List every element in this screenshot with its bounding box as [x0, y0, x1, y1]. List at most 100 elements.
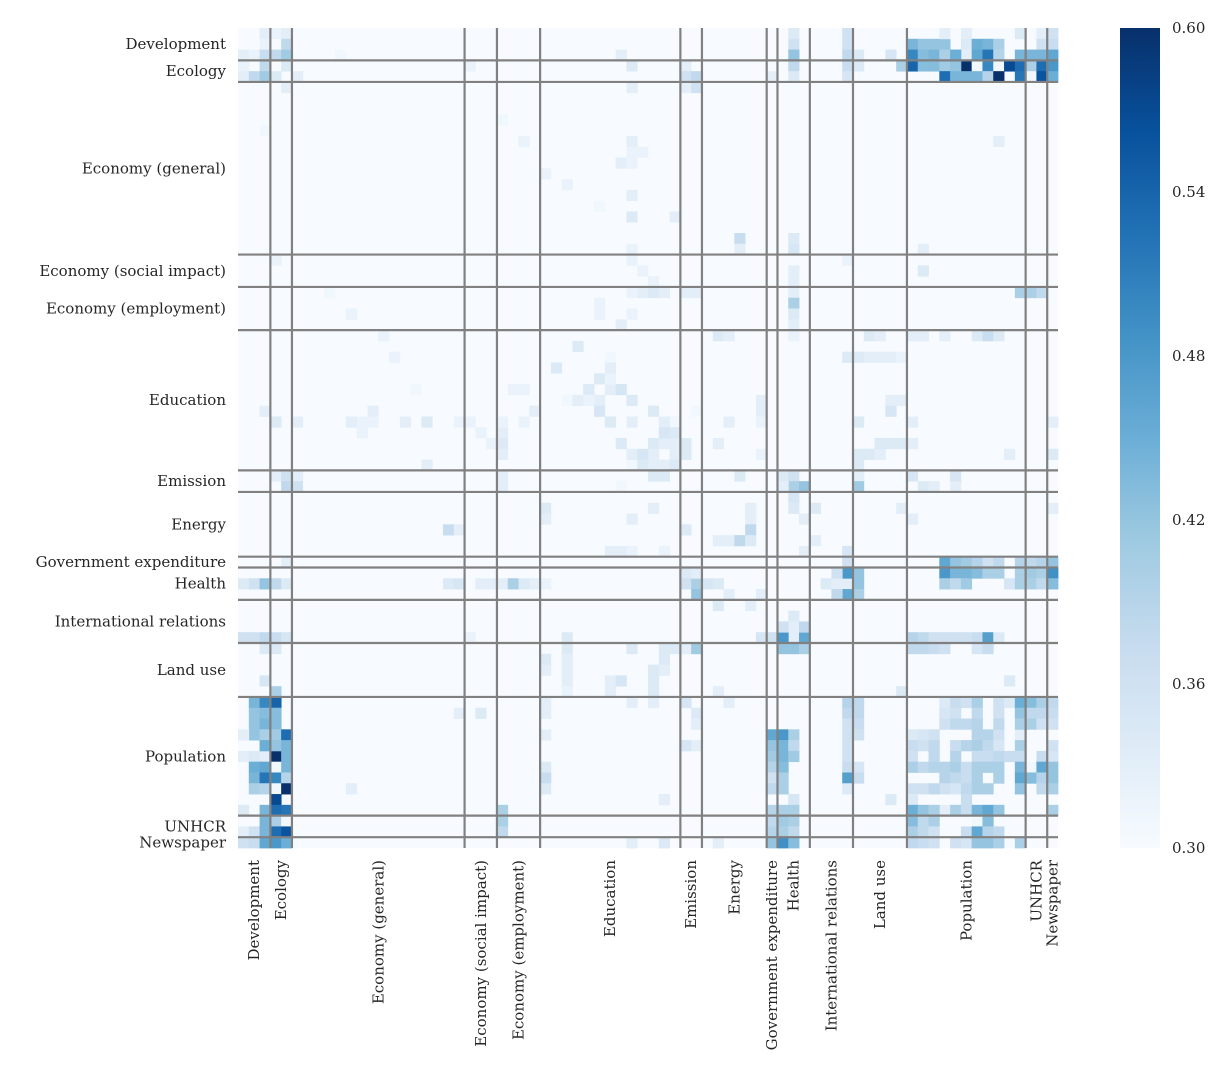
heatmap-cell	[637, 265, 649, 277]
heatmap-cell	[788, 49, 800, 61]
heatmap-cell	[561, 664, 573, 676]
heatmap-cell	[680, 71, 692, 83]
heatmap-cell	[572, 340, 584, 353]
heatmap-cell	[281, 470, 293, 482]
heatmap-cell	[917, 804, 929, 817]
heatmap-cell	[939, 804, 951, 817]
heatmap-cell	[691, 81, 703, 94]
heatmap-cell	[594, 297, 606, 309]
y-tick-label: International relations	[55, 612, 226, 630]
heatmap-cell	[917, 740, 929, 752]
heatmap-cell	[1036, 783, 1048, 795]
heatmap-cell	[259, 38, 271, 50]
heatmap-cell	[475, 578, 487, 590]
heatmap-cell	[529, 405, 541, 417]
heatmap-cell	[842, 729, 854, 741]
heatmap-cell	[281, 837, 293, 849]
heatmap-cell	[939, 71, 951, 83]
heatmap-cell	[281, 761, 293, 773]
heatmap-cell	[701, 578, 714, 590]
heatmap-cell	[270, 794, 282, 806]
heatmap-cell	[1014, 556, 1027, 568]
heatmap-cell	[766, 815, 778, 827]
heatmap-cell	[712, 599, 724, 612]
y-tick-label: Population	[145, 747, 226, 765]
heatmap-cell	[399, 416, 412, 428]
heatmap-cell	[993, 772, 1005, 784]
heatmap-cell	[928, 632, 940, 644]
heatmap-cell	[928, 38, 940, 50]
heatmap-cell	[291, 470, 304, 482]
heatmap-cell	[626, 146, 638, 158]
heatmap-cells	[238, 28, 1059, 849]
y-tick-label: Education	[149, 391, 226, 409]
heatmap-cell	[939, 696, 951, 709]
heatmap-cell	[863, 351, 875, 363]
heatmap-cell	[367, 416, 379, 428]
heatmap-cell	[281, 783, 293, 795]
heatmap-cell	[1025, 286, 1037, 299]
heatmap-cell	[496, 804, 509, 817]
heatmap-cell	[648, 675, 660, 687]
heatmap-cell	[648, 502, 660, 514]
heatmap-cell	[853, 761, 865, 773]
heatmap-cell	[1036, 71, 1048, 83]
heatmap-cell	[1014, 740, 1027, 752]
heatmap-cell	[270, 729, 282, 741]
heatmap-cell	[658, 653, 670, 665]
heatmap-cell	[960, 761, 973, 773]
x-tick-label: Education	[601, 860, 619, 937]
heatmap-cell	[259, 49, 271, 61]
heatmap-cell	[939, 772, 951, 784]
heatmap-cell	[745, 513, 757, 525]
heatmap-cell	[604, 416, 617, 428]
heatmap-cell	[950, 696, 962, 709]
heatmap-cell	[658, 427, 670, 439]
heatmap-cell	[766, 826, 778, 838]
heatmap-cell	[896, 351, 908, 363]
heatmap-cell	[950, 837, 962, 849]
heatmap-cell	[540, 761, 552, 773]
heatmap-cell	[950, 761, 962, 773]
heatmap-cell	[658, 470, 670, 482]
heatmap-cell	[356, 416, 368, 428]
heatmap-cell	[680, 60, 692, 72]
heatmap-cell	[1025, 761, 1037, 773]
heatmap-cell	[270, 761, 282, 773]
heatmap-cell	[928, 783, 940, 795]
heatmap-cell	[906, 804, 919, 817]
heatmap-cell	[906, 837, 919, 849]
heatmap-cell	[960, 772, 973, 784]
heatmap-cell	[486, 438, 498, 450]
heatmap-cell	[971, 556, 983, 568]
heatmap-cell	[518, 135, 530, 148]
heatmap-cell	[281, 38, 293, 50]
heatmap-cell	[960, 578, 973, 590]
heatmap-cell	[960, 783, 973, 795]
heatmap-cell	[960, 567, 973, 579]
heatmap-cell	[777, 481, 789, 493]
x-tick-label: Population	[957, 860, 975, 941]
x-axis-labels: Development Ecology Economy (general) Econo…	[245, 859, 1061, 1050]
heatmap-cell	[993, 696, 1005, 709]
heatmap-cell	[1025, 718, 1037, 730]
heatmap-cell	[281, 556, 293, 568]
heatmap-cell	[270, 470, 282, 482]
heatmap-cell	[960, 696, 973, 709]
heatmap-cell	[766, 729, 778, 741]
heatmap-cell	[248, 826, 260, 838]
x-tick-label: Economy (employment)	[510, 860, 528, 1040]
heatmap-cell	[950, 567, 962, 579]
heatmap-cell	[766, 740, 778, 752]
heatmap-cell	[788, 804, 800, 817]
heatmap-cell	[788, 60, 800, 72]
heatmap-cell	[626, 696, 638, 709]
heatmap-cell	[853, 351, 865, 363]
colorbar-tick-label: 0.60	[1172, 19, 1205, 37]
heatmap-cell	[691, 567, 703, 579]
heatmap-cell	[626, 60, 638, 72]
x-tick-label: Economy (social impact)	[472, 860, 490, 1047]
heatmap-cell	[982, 804, 994, 817]
heatmap-cell	[960, 718, 973, 730]
heatmap-cell	[842, 254, 854, 266]
